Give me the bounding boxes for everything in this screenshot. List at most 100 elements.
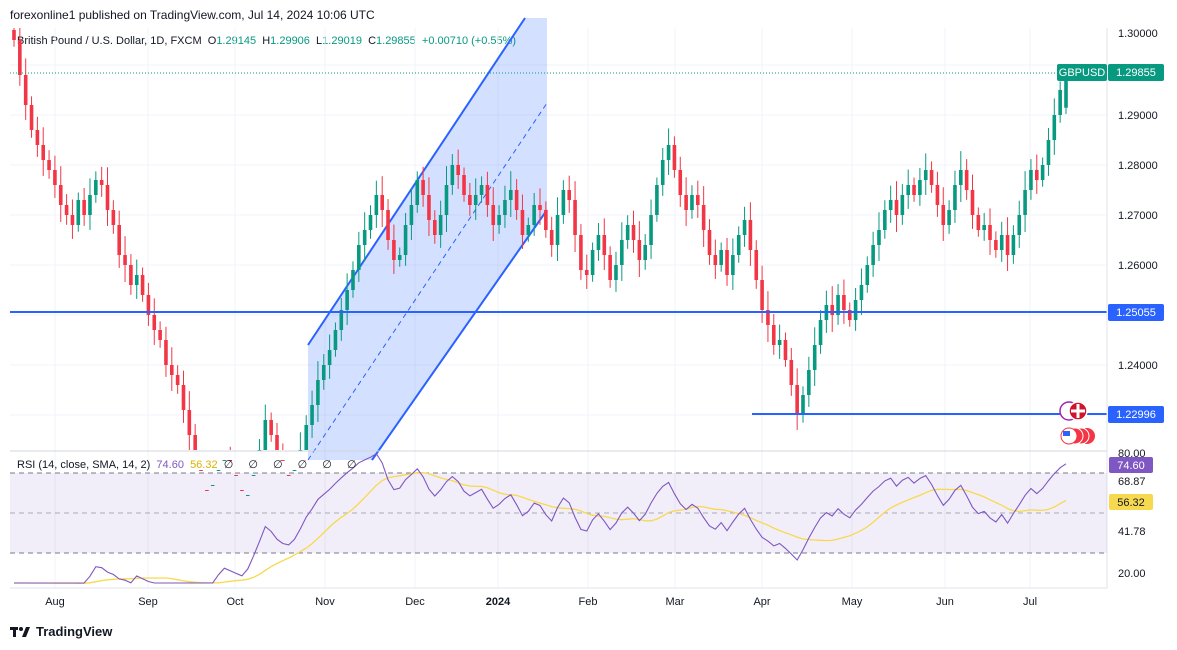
- candle-84: [503, 185, 507, 228]
- candle-58: [351, 261, 355, 298]
- legend-open-label: O: [207, 35, 217, 47]
- level-2-badge-text: 1.22996: [1116, 409, 1156, 421]
- rsi-tick-3: 20.00: [1118, 568, 1146, 580]
- candle-109: [649, 199, 653, 259]
- candle-124: [736, 226, 741, 263]
- candle-175: [1034, 154, 1039, 194]
- candle-110: [655, 177, 659, 222]
- candle-9: [64, 194, 69, 225]
- legend-low-label: L: [316, 35, 323, 47]
- candle-178: [1052, 98, 1057, 155]
- rsi-sma-badge-text: 56.32: [1117, 497, 1145, 509]
- candle-53: [321, 354, 326, 390]
- level-1-badge-text: 1.25055: [1116, 307, 1156, 319]
- candle-41: [251, 475, 256, 476]
- candle-164: [970, 174, 975, 229]
- candle-133: [789, 347, 794, 396]
- candle-78: [468, 182, 472, 216]
- candle-61: [368, 205, 373, 239]
- rsi-value-badge: 74.60: [1109, 457, 1153, 473]
- candle-179: [1058, 81, 1062, 123]
- candle-149: [883, 200, 887, 239]
- candle-150: [888, 185, 893, 223]
- last-price-badge: 1.29855: [1108, 64, 1164, 81]
- candle-166: [982, 212, 986, 241]
- candle-102: [608, 246, 612, 288]
- candle-65: [392, 224, 396, 274]
- channel-fill: [308, 18, 547, 460]
- candle-119: [707, 219, 712, 265]
- candle-115: [684, 177, 688, 226]
- candle-159: [941, 187, 946, 241]
- legend-close-label: C: [368, 35, 377, 47]
- candle-82: [491, 187, 496, 241]
- candle-54: [327, 334, 332, 379]
- candle-11: [76, 192, 81, 232]
- candle-127: [754, 240, 759, 289]
- candle-85: [508, 171, 513, 217]
- candle-90: [538, 188, 542, 225]
- candle-32: [199, 470, 203, 471]
- candle-43: [263, 404, 268, 450]
- candle-146: [865, 256, 870, 293]
- candle-13: [88, 178, 92, 230]
- candle-75: [450, 154, 455, 195]
- candle-105: [625, 215, 630, 249]
- candle-116: [690, 185, 694, 219]
- candle-50: [304, 415, 309, 450]
- rsi-legend: RSI (14, close, SMA, 14, 2) 74.60 56.32 …: [17, 458, 363, 471]
- candle-67: [403, 212, 408, 266]
- candle-98: [584, 254, 589, 289]
- legend-symbol[interactable]: British Pound / U.S. Dollar, 1D, FXCM: [17, 35, 202, 47]
- candle-165: [976, 207, 981, 237]
- candle-125: [742, 206, 747, 247]
- uk-flag-icon[interactable]: [1059, 401, 1088, 421]
- candle-68: [409, 188, 414, 240]
- candle-104: [620, 222, 624, 281]
- candle-5: [41, 127, 46, 176]
- candle-40: [245, 495, 250, 496]
- candle-18: [117, 210, 121, 268]
- candle-154: [912, 177, 916, 202]
- level-2-badge: 1.22996: [1108, 406, 1164, 423]
- candle-163: [964, 159, 969, 200]
- us-flag-icon[interactable]: [1060, 427, 1095, 445]
- channel-lower-line[interactable]: [371, 209, 548, 461]
- time-axis[interactable]: Aug Sep Oct Nov Dec 2024 Feb Mar Apr May Jun Jul: [45, 596, 1037, 608]
- rsi-label[interactable]: RSI (14, close, SMA, 14, 2): [17, 459, 151, 471]
- candle-91: [544, 201, 548, 238]
- candle-118: [701, 186, 706, 247]
- candle-72: [433, 210, 437, 244]
- candle-107: [637, 221, 642, 277]
- legend-open: 1.29145: [216, 35, 257, 47]
- candle-20: [129, 254, 133, 295]
- candle-158: [935, 171, 940, 217]
- candle-56: [339, 297, 344, 341]
- tradingview-logo-icon: [10, 626, 30, 637]
- time-tick-7: Mar: [666, 596, 685, 608]
- candle-60: [362, 212, 367, 261]
- candle-36: [222, 460, 227, 461]
- candle-25: [158, 321, 162, 348]
- candle-132: [783, 332, 788, 367]
- published-caption: forexonline1 published on TradingView.co…: [10, 8, 375, 22]
- candle-155: [918, 167, 922, 206]
- candle-26: [164, 326, 168, 377]
- footer[interactable]: TradingView: [10, 624, 112, 639]
- time-tick-10: Jun: [936, 596, 954, 608]
- candle-131: [777, 324, 782, 359]
- time-tick-5: 2024: [486, 596, 511, 608]
- price-axis[interactable]: 1.30000 1.29000 1.28000 1.27000 1.26000 1.240…: [1118, 28, 1158, 372]
- candle-152: [900, 184, 905, 225]
- candle-24: [152, 298, 157, 345]
- candle-137: [812, 327, 817, 386]
- candle-170: [1005, 217, 1010, 271]
- candle-101: [602, 218, 607, 270]
- candle-122: [725, 237, 729, 286]
- candle-46: [281, 443, 285, 461]
- candle-161: [953, 170, 957, 223]
- candle-138: [818, 310, 823, 354]
- candle-16: [105, 167, 110, 226]
- candle-87: [520, 194, 525, 249]
